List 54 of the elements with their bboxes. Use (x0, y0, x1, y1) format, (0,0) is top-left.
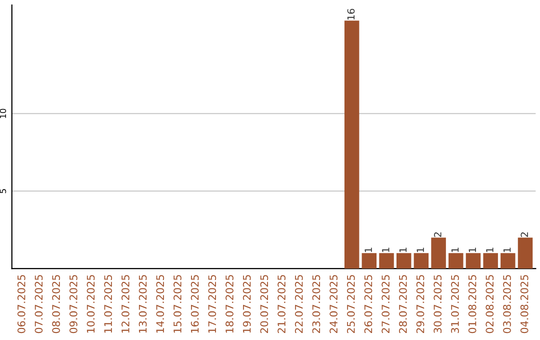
x-tick-label: 03.08.2025 (503, 275, 511, 334)
bar (518, 238, 533, 269)
x-tick-label: 21.07.2025 (278, 275, 286, 334)
data-label: 1 (382, 248, 390, 252)
x-tick-label: 25.07.2025 (346, 275, 355, 334)
bar (500, 253, 516, 269)
bar (483, 253, 498, 269)
x-tick-label: 06.07.2025 (17, 275, 26, 334)
x-tick-label: 16.07.2025 (190, 275, 199, 333)
data-label: 1 (416, 248, 424, 252)
bar (414, 253, 429, 269)
x-tick-label: 23.07.2025 (312, 275, 320, 334)
x-tick-label: 10.07.2025 (86, 275, 95, 333)
x-tick-label: 02.08.2025 (486, 275, 494, 334)
bar (396, 253, 412, 269)
data-label: 1 (486, 248, 494, 252)
data-label: 2 (434, 232, 442, 237)
bar (431, 238, 446, 269)
x-tick-label: 17.07.2025 (208, 275, 216, 333)
data-label: 2 (520, 232, 528, 237)
bar (344, 20, 360, 269)
x-tick-label: 04.08.2025 (520, 275, 528, 334)
x-tick-label: 14.07.2025 (156, 275, 164, 333)
x-tick-label: 09.07.2025 (69, 275, 78, 334)
x-tick-label: 27.07.2025 (382, 275, 390, 334)
data-label: 16 (347, 8, 355, 20)
x-tick-label: 12.07.2025 (121, 275, 130, 333)
x-tick-label: 08.07.2025 (52, 275, 60, 334)
y-tick-label: 5 (0, 189, 6, 194)
x-tick-label: 19.07.2025 (242, 275, 251, 333)
x-tick-label: 29.07.2025 (416, 275, 424, 334)
x-tick-label: 07.07.2025 (34, 275, 43, 334)
data-label: 1 (468, 248, 476, 252)
x-tick-label: 18.07.2025 (226, 275, 234, 333)
x-tick-label: 28.07.2025 (399, 275, 407, 334)
x-tick-label: 13.07.2025 (138, 275, 147, 333)
x-tick-label: 11.07.2025 (104, 275, 112, 333)
x-tick-label: 26.07.2025 (364, 275, 372, 334)
bar (362, 253, 377, 269)
x-tick-label: 31.07.2025 (451, 275, 459, 334)
x-tick-label: 15.07.2025 (174, 275, 182, 333)
x-tick-label: 20.07.2025 (260, 275, 268, 334)
data-label: 1 (504, 248, 511, 252)
y-tick-label: 10 (0, 108, 6, 118)
x-tick-label: 22.07.2025 (294, 275, 303, 334)
data-label: 1 (399, 248, 407, 252)
bar (379, 253, 394, 269)
x-tick-label: 01.08.2025 (468, 275, 476, 334)
bar (448, 253, 464, 269)
data-label: 1 (364, 248, 372, 252)
x-tick-label: 30.07.2025 (434, 275, 442, 334)
data-label: 1 (451, 248, 459, 252)
x-tick-label: 24.07.2025 (330, 275, 338, 334)
bar (466, 253, 481, 269)
